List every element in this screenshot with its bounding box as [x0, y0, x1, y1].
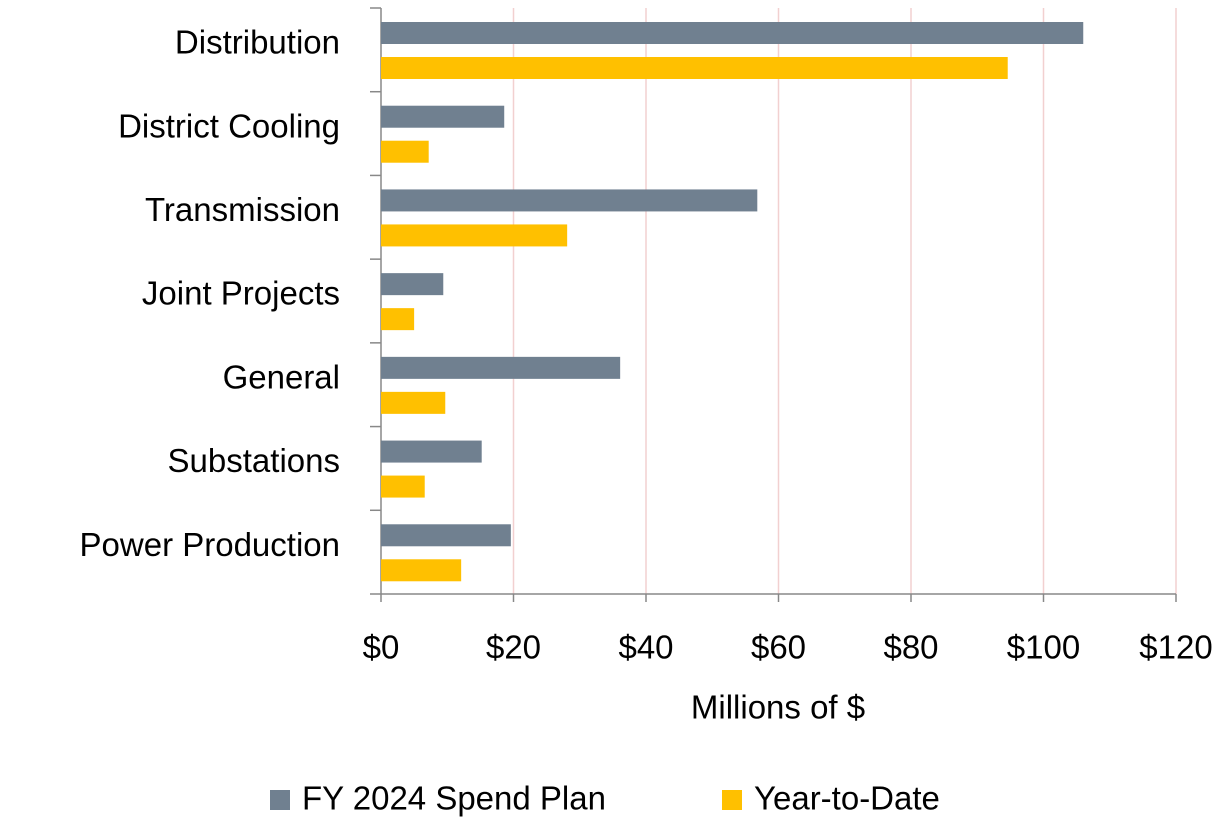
x-tick-label: $60 — [751, 629, 806, 666]
bar — [381, 356, 621, 379]
bar — [381, 308, 415, 331]
x-tick-label: $100 — [1007, 629, 1080, 666]
y-tick-label: Joint Projects — [142, 275, 340, 312]
bar — [381, 189, 758, 212]
bar — [381, 57, 1008, 79]
x-tick-label: $0 — [363, 629, 400, 666]
bar — [381, 105, 505, 128]
bar — [381, 22, 1084, 44]
x-tick-label: $20 — [486, 629, 541, 666]
bar — [381, 475, 425, 498]
x-tick-label: $80 — [883, 629, 938, 666]
bar — [381, 273, 444, 296]
bar — [381, 559, 462, 582]
x-tick-label: $40 — [618, 629, 673, 666]
bar — [381, 140, 429, 163]
y-tick-label: General — [223, 358, 340, 395]
legend-swatch — [270, 790, 290, 810]
x-axis-label: Millions of $ — [691, 689, 865, 726]
y-tick-label: District Cooling — [118, 107, 340, 144]
y-tick-label: Transmission — [145, 191, 340, 228]
x-tick-label: $120 — [1139, 629, 1212, 666]
bar — [381, 524, 511, 547]
y-tick-label: Substations — [168, 442, 340, 479]
bar — [381, 391, 446, 414]
y-tick-label: Distribution — [175, 24, 340, 61]
legend-label: Year-to-Date — [754, 780, 940, 817]
bar — [381, 224, 568, 247]
legend-swatch — [722, 790, 742, 810]
y-tick-label: Power Production — [80, 526, 340, 563]
bar — [381, 440, 482, 463]
legend-label: FY 2024 Spend Plan — [302, 780, 606, 817]
